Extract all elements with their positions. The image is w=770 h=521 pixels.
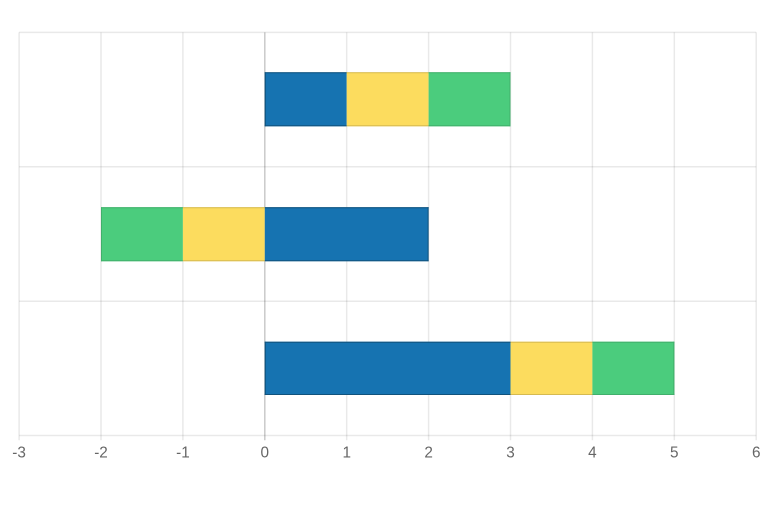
svg-text:2: 2	[424, 444, 433, 461]
svg-text:-3: -3	[12, 444, 26, 461]
svg-text:-1: -1	[176, 444, 190, 461]
svg-text:1: 1	[342, 444, 351, 461]
svg-text:5: 5	[670, 444, 679, 461]
svg-text:4: 4	[588, 444, 597, 461]
svg-text:6: 6	[752, 444, 761, 461]
svg-text:-2: -2	[94, 444, 108, 461]
svg-text:0: 0	[261, 444, 270, 461]
svg-text:3: 3	[506, 444, 515, 461]
